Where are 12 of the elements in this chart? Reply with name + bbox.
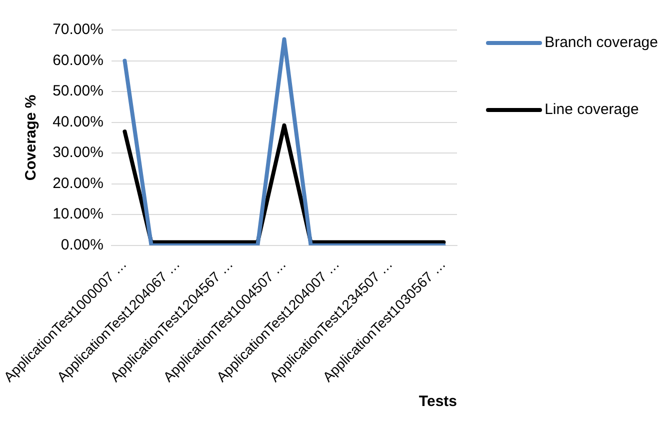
y-axis-title: Coverage % <box>22 94 40 181</box>
y-tick-label: 10.00% <box>52 206 104 223</box>
y-tick-label: 70.00% <box>52 21 104 38</box>
legend-label: Line coverage <box>544 101 639 118</box>
y-tick-label: 60.00% <box>52 52 104 69</box>
y-tick-label: 40.00% <box>52 113 104 130</box>
y-tick-label: 0.00% <box>60 236 104 254</box>
y-tick-label: 30.00% <box>52 144 104 162</box>
x-axis-title: Tests <box>418 393 457 410</box>
legend-label: Branch coverage <box>544 34 658 51</box>
y-tick-label: 50.00% <box>52 82 104 100</box>
y-tick-label: 20.00% <box>52 174 104 192</box>
